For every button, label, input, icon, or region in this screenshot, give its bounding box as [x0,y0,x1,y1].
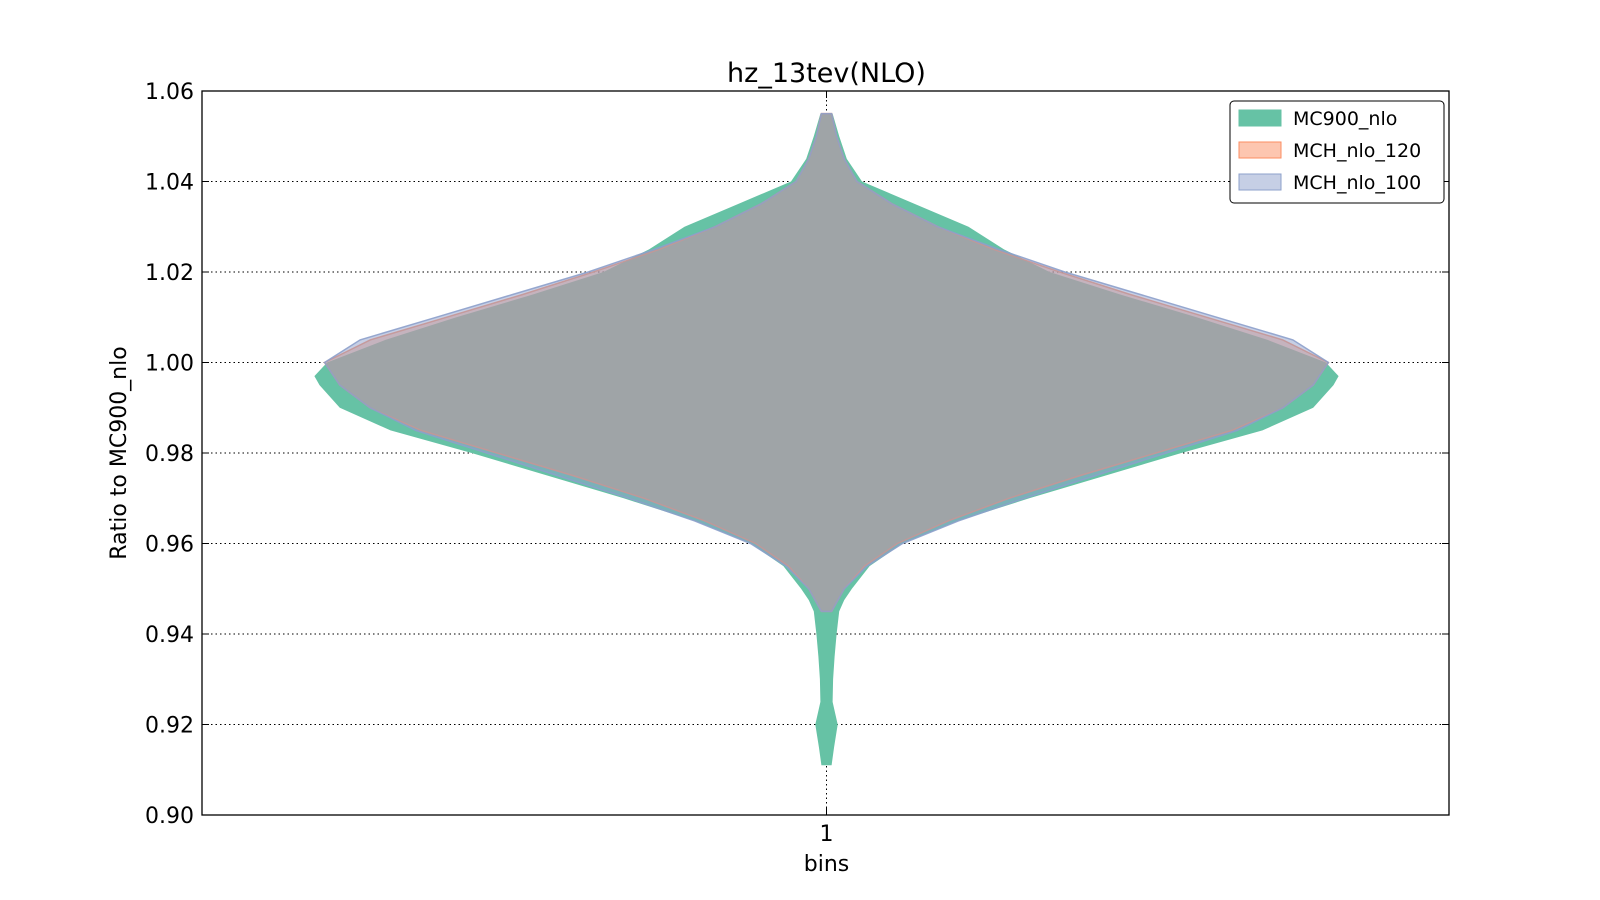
x-tick-label: 1 [820,822,834,847]
x-axis-ticks: 1 [820,91,834,847]
y-tick-label: 1.00 [145,352,194,377]
y-tick-label: 0.98 [145,442,194,467]
y-tick-label: 1.02 [145,261,194,286]
chart-title: hz_13tev(NLO) [727,58,926,89]
y-axis-ticks: 0.90 0.92 0.94 0.96 0.98 1.00 1.02 1.04 1.06 [145,80,1449,829]
y-tick-label: 1.06 [145,80,194,105]
y-tick-label: 0.92 [145,714,194,739]
violin-bodies [314,112,1339,766]
legend-swatch [1238,173,1282,191]
legend-box [1229,100,1445,204]
legend-label: MCH_nlo_100 [1293,172,1421,194]
legend: MC900_nlo MCH_nlo_120 MCH_nlo_100 [1229,100,1445,204]
y-tick-label: 1.04 [145,171,194,196]
y-tick-label: 0.90 [145,804,194,829]
legend-label: MCH_nlo_120 [1293,140,1421,162]
x-axis-label: bins [804,852,849,877]
legend-swatch [1238,141,1282,159]
legend-swatch [1238,109,1282,127]
violin-mch-nlo-100 [323,112,1330,613]
y-tick-label: 0.96 [145,533,194,558]
y-tick-label: 0.94 [145,623,194,648]
legend-label: MC900_nlo [1293,108,1397,130]
y-axis-label: Ratio to MC900_nlo [107,346,132,559]
